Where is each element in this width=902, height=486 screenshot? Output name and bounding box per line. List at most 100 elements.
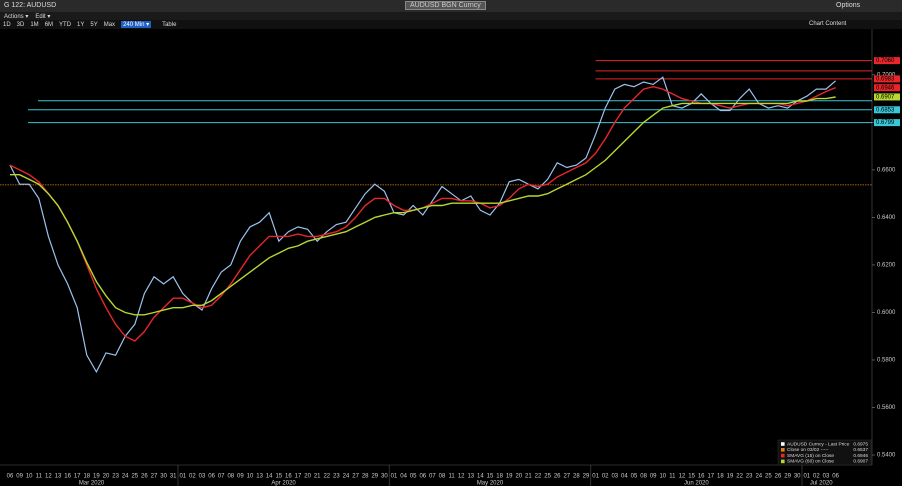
x-tick-label: 01	[179, 474, 186, 480]
month-label: Jun 2020	[684, 481, 709, 486]
legend-box	[777, 439, 872, 466]
x-tick-label: 07	[218, 474, 225, 480]
security-field[interactable]: AUDUSD BGN Curncy	[405, 1, 486, 10]
x-tick-label: 11	[448, 474, 455, 480]
range-button[interactable]: 1D	[3, 22, 11, 28]
x-tick-label: 02	[602, 474, 609, 480]
x-tick-label: 16	[64, 474, 71, 480]
level-label-box	[874, 106, 900, 114]
last-value-label: 0.6946	[876, 85, 895, 91]
x-tick-label: 29	[583, 474, 590, 480]
y-tick-label: 0.6600	[877, 167, 896, 173]
level-label-box	[874, 119, 900, 127]
x-tick-label: 16	[698, 474, 705, 480]
series-line	[9, 76, 836, 374]
menu-item[interactable]: Actions ▾	[4, 14, 29, 20]
title-bar: G 122: AUDUSD AUDUSD BGN Curncy Options	[0, 0, 902, 12]
x-tick-label: 15	[275, 474, 282, 480]
x-tick-label: 15	[487, 474, 494, 480]
x-tick-label: 18	[496, 474, 503, 480]
table-button[interactable]: Table	[162, 22, 177, 28]
x-tick-label: 20	[304, 474, 311, 480]
x-tick-label: 06	[832, 474, 839, 480]
x-tick-label: 20	[103, 474, 110, 480]
range-button[interactable]: 5Y	[90, 22, 98, 28]
x-tick-label: 30	[160, 474, 167, 480]
x-tick-label: 13	[467, 474, 474, 480]
x-tick-label: 03	[611, 474, 618, 480]
x-tick-label: 19	[506, 474, 513, 480]
x-tick-label: 28	[573, 474, 580, 480]
x-tick-label: 22	[323, 474, 330, 480]
x-tick-label: 14	[477, 474, 484, 480]
level-label-box	[874, 57, 900, 65]
series-line	[10, 96, 836, 316]
x-tick-label: 04	[400, 474, 407, 480]
x-tick-label: 11	[36, 474, 43, 480]
y-tick-label: 0.6400	[877, 215, 896, 221]
range-button[interactable]: YTD	[59, 22, 72, 28]
x-tick-label: 18	[717, 474, 724, 480]
legend: AUDUSD Curncy - Last Price 0.6975 Close on…	[777, 439, 872, 466]
x-tick-label: 23	[112, 474, 119, 480]
legend-label: AUDUSD Curncy - Last Price	[787, 441, 850, 447]
x-tick-label: 02	[813, 474, 820, 480]
range-button[interactable]: Max	[103, 22, 116, 28]
x-tick-label: 08	[640, 474, 647, 480]
x-tick-label: 17	[295, 474, 302, 480]
x-tick-label: 06	[7, 474, 14, 480]
legend-label: SMAVG (15) on Close	[787, 453, 834, 459]
legend-value: 0.6975	[853, 441, 868, 447]
x-tick-label: 31	[170, 474, 177, 480]
legend-swatch	[781, 453, 785, 458]
x-tick-label: 02	[189, 474, 196, 480]
x-tick-label: 01	[391, 474, 398, 480]
x-tick-label: 09	[237, 474, 244, 480]
legend-label: Close on 03/02 -----	[787, 447, 829, 453]
x-tick-label: 07	[429, 474, 436, 480]
level-label: 0.7060	[876, 58, 895, 64]
x-tick-label: 08	[227, 474, 234, 480]
x-tick-label: 24	[122, 474, 129, 480]
x-tick-label: 14	[266, 474, 273, 480]
x-tick-label: 29	[371, 474, 378, 480]
chart-content-button[interactable]: Chart Content	[809, 21, 847, 27]
x-tick-label: 01	[592, 474, 599, 480]
y-tick-label: 0.5600	[877, 405, 896, 411]
x-tick-label: 27	[352, 474, 359, 480]
x-tick-label: 22	[736, 474, 743, 480]
x-tick-label: 20	[515, 474, 522, 480]
x-tick-label: 24	[343, 474, 350, 480]
y-tick-label: 0.5400	[877, 453, 896, 459]
x-tick-label: 03	[823, 474, 830, 480]
x-tick-label: 08	[439, 474, 446, 480]
x-tick-label: 06	[208, 474, 215, 480]
x-tick-label: 29	[784, 474, 791, 480]
x-tick-label: 26	[141, 474, 148, 480]
x-tick-label: 04	[621, 474, 628, 480]
level-label: 0.6853	[876, 107, 895, 113]
range-button[interactable]: 1M	[30, 22, 39, 28]
x-tick-label: 06	[419, 474, 426, 480]
x-tick-label: 13	[256, 474, 263, 480]
plot-background	[0, 29, 902, 465]
x-tick-label: 10	[659, 474, 666, 480]
x-tick-label: 12	[679, 474, 686, 480]
range-button[interactable]: 3D	[16, 22, 25, 28]
x-tick-label: 30	[794, 474, 801, 480]
legend-value: 0.6537	[853, 447, 868, 453]
legend-swatch	[781, 459, 785, 464]
x-tick-label: 25	[765, 474, 772, 480]
x-tick-label: 13	[55, 474, 62, 480]
interval-button[interactable]: 240 Min ▾	[121, 21, 152, 28]
x-tick-label: 23	[746, 474, 753, 480]
options-button[interactable]: Options	[836, 2, 861, 9]
y-tick-label: 0.5800	[877, 358, 896, 364]
level-label: 0.6799	[876, 120, 895, 126]
month-label: Mar 2020	[79, 481, 105, 486]
range-button[interactable]: 1Y	[77, 22, 85, 28]
legend-label: SMAVG (60) on Close	[787, 459, 834, 465]
range-button[interactable]: 6M	[44, 22, 54, 28]
menu-item[interactable]: Edit ▾	[35, 14, 51, 20]
